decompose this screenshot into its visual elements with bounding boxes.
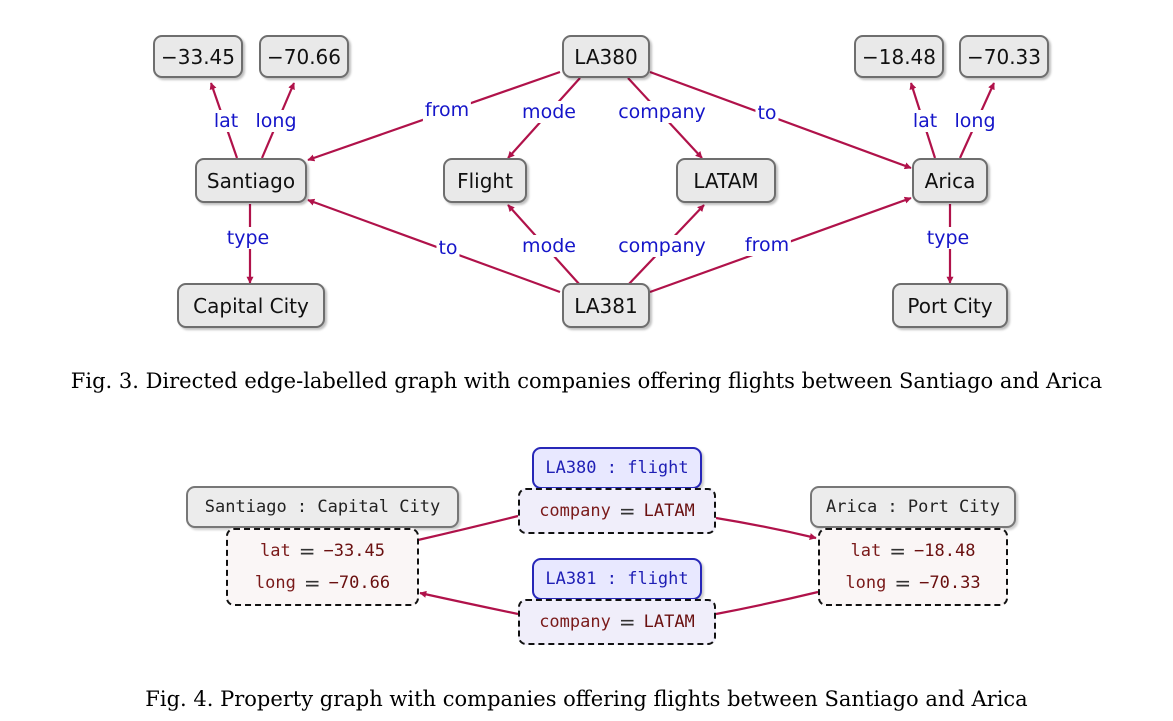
node-arica: Arica bbox=[912, 158, 988, 203]
pg-prop-key: long bbox=[254, 573, 296, 593]
edge-la381-to bbox=[307, 198, 561, 294]
pg-prop-value: LATAM bbox=[643, 612, 695, 632]
pg-edge-la380: LA380 : flight bbox=[532, 447, 702, 489]
pg-prop-equals: = bbox=[894, 571, 912, 595]
pg-props-la381: company = LATAM bbox=[518, 599, 716, 645]
pg-prop-value: −70.33 bbox=[919, 573, 981, 593]
pg-prop-value: −18.48 bbox=[914, 541, 976, 561]
label-la381-company: company bbox=[616, 235, 708, 257]
figure-4-caption: Fig. 4. Property graph with companies of… bbox=[145, 687, 1028, 711]
pg-prop-equals: = bbox=[298, 539, 316, 563]
label-la380-company: company bbox=[616, 101, 708, 123]
pg-prop-key: long bbox=[845, 573, 887, 593]
edge-fig4-arica-la381 bbox=[715, 590, 819, 616]
node-capital-city: Capital City bbox=[177, 283, 325, 328]
pg-prop-row: lat = −33.45 bbox=[228, 535, 417, 567]
pg-props-santiago: lat = −33.45 long = −70.66 bbox=[226, 528, 419, 606]
pg-prop-key: company bbox=[539, 501, 611, 521]
pg-prop-row: long = −70.66 bbox=[228, 567, 417, 599]
pg-prop-row: lat = −18.48 bbox=[820, 535, 1006, 567]
pg-props-la380: company = LATAM bbox=[518, 488, 716, 534]
edge-fig4-la380-arica bbox=[715, 516, 817, 540]
label-santiago-type: type bbox=[224, 227, 272, 249]
label-la381-mode: mode bbox=[520, 235, 578, 257]
pg-prop-value: −70.66 bbox=[328, 573, 391, 593]
node-santiago-lat-value: −33.45 bbox=[153, 35, 243, 78]
node-arica-long-value: −70.33 bbox=[959, 35, 1049, 78]
label-la380-to: to bbox=[755, 102, 779, 124]
label-la380-mode: mode bbox=[520, 101, 578, 123]
node-santiago-long-value: −70.66 bbox=[259, 35, 349, 78]
pg-prop-row: company = LATAM bbox=[520, 606, 714, 638]
label-la381-to: to bbox=[436, 237, 460, 259]
pg-prop-equals: = bbox=[303, 571, 321, 595]
node-la381: LA381 bbox=[562, 283, 650, 328]
pg-prop-value: −33.45 bbox=[323, 541, 385, 561]
pg-props-arica: lat = −18.48 long = −70.33 bbox=[818, 528, 1008, 606]
pg-prop-key: lat bbox=[850, 541, 882, 561]
node-latam: LATAM bbox=[676, 158, 776, 203]
node-santiago: Santiago bbox=[195, 158, 307, 203]
label-la380-from: from bbox=[422, 99, 472, 121]
label-la381-from: from bbox=[742, 234, 792, 256]
edge-la380-to bbox=[649, 70, 912, 170]
node-arica-lat-value: −18.48 bbox=[854, 35, 944, 78]
node-flight: Flight bbox=[443, 158, 527, 203]
label-santiago-lat: lat bbox=[211, 110, 241, 132]
pg-node-arica: Arica : Port City bbox=[810, 486, 1016, 528]
figure-3-caption: Fig. 3. Directed edge-labelled graph wit… bbox=[70, 369, 1103, 393]
pg-prop-row: company = LATAM bbox=[520, 495, 714, 527]
label-arica-long: long bbox=[952, 110, 998, 132]
pg-prop-key: lat bbox=[260, 541, 291, 561]
pg-prop-equals: = bbox=[889, 539, 907, 563]
node-la380: LA380 bbox=[562, 35, 650, 78]
pg-node-santiago: Santiago : Capital City bbox=[186, 486, 459, 528]
node-port-city: Port City bbox=[892, 283, 1008, 328]
pg-prop-equals: = bbox=[618, 610, 636, 634]
pg-edge-la381: LA381 : flight bbox=[532, 558, 702, 600]
pg-prop-value: LATAM bbox=[643, 501, 695, 521]
pg-prop-key: company bbox=[539, 612, 611, 632]
label-arica-type: type bbox=[924, 227, 972, 249]
label-arica-lat: lat bbox=[910, 110, 940, 132]
pg-prop-equals: = bbox=[618, 499, 636, 523]
label-santiago-long: long bbox=[253, 110, 299, 132]
pg-prop-row: long = −70.33 bbox=[820, 567, 1006, 599]
edge-fig4-santiago-la380 bbox=[417, 514, 519, 542]
edge-fig4-la381-santiago bbox=[419, 590, 519, 616]
